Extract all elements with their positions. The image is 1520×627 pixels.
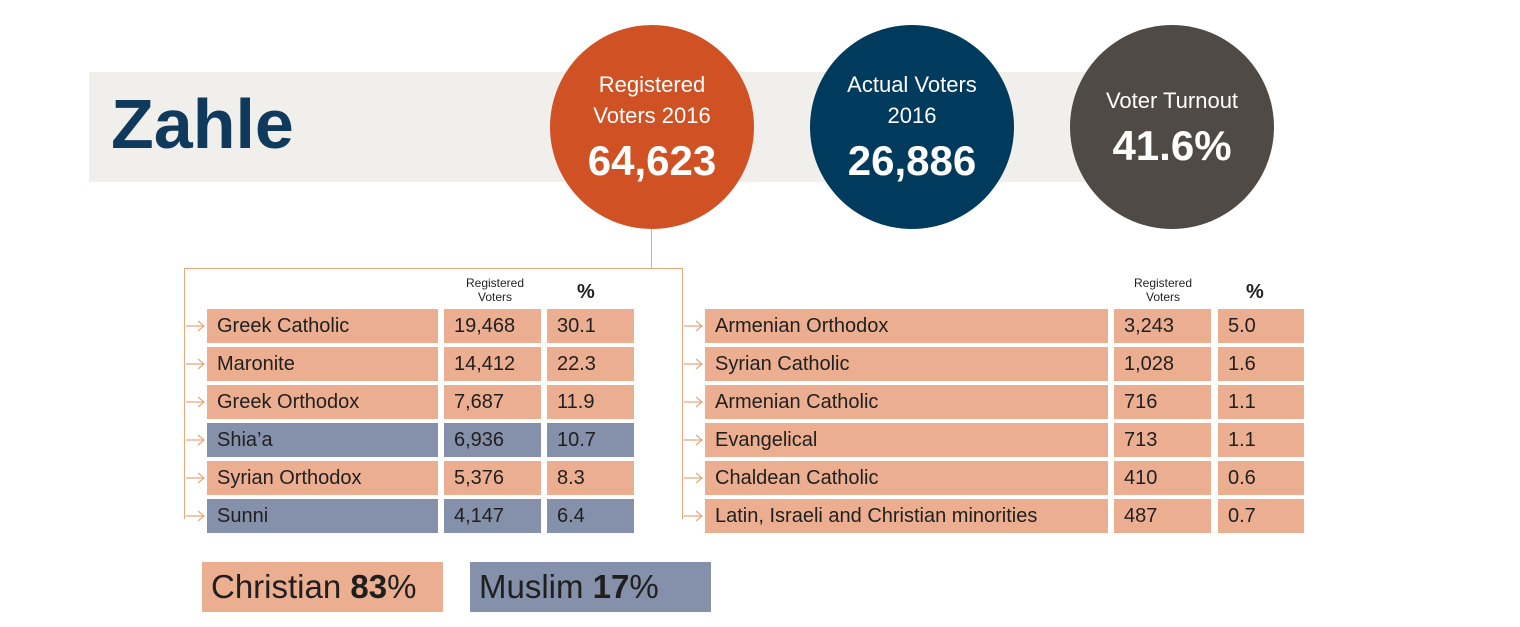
table-row-name-cell: Shia’a <box>207 423 438 457</box>
muslim-summary-label: Muslim <box>479 568 584 605</box>
table-row-name-cell: Maronite <box>207 347 438 381</box>
table-row-percent-cell: 1.6 <box>1218 347 1304 381</box>
connector-left-branch <box>184 268 185 519</box>
registered-voters-circle: Registered Voters 2016 64,623 <box>550 25 754 229</box>
table-row-name-cell: Chaldean Catholic <box>705 461 1108 495</box>
table-row-name-cell: Sunni <box>207 499 438 533</box>
table-row-voters-cell: 4,147 <box>444 499 541 533</box>
row-arrow-icon <box>186 434 205 446</box>
row-arrow-icon <box>684 396 703 408</box>
row-arrow-icon <box>186 396 205 408</box>
row-arrow-icon <box>684 472 703 484</box>
table-row-percent-cell: 1.1 <box>1218 385 1304 419</box>
table-row-voters-cell: 6,936 <box>444 423 541 457</box>
christian-summary: Christian 83% <box>202 562 443 612</box>
muslim-summary: Muslim 17% <box>470 562 711 612</box>
row-arrow-icon <box>684 434 703 446</box>
table-row-percent-cell: 10.7 <box>547 423 634 457</box>
christian-summary-label: Christian <box>211 568 342 605</box>
table-row-name-cell: Greek Orthodox <box>207 385 438 419</box>
table-row-name-cell: Syrian Orthodox <box>207 461 438 495</box>
table-row-voters-cell: 5,376 <box>444 461 541 495</box>
row-arrow-icon <box>186 472 205 484</box>
row-arrow-icon <box>684 358 703 370</box>
left-header-percent: % <box>577 281 595 303</box>
connector-right-branch <box>682 268 683 519</box>
row-arrow-icon <box>684 510 703 522</box>
registered-voters-value: 64,623 <box>587 137 717 184</box>
muslim-summary-unit: % <box>629 568 659 605</box>
table-row-name-cell: Syrian Catholic <box>705 347 1108 381</box>
table-row-percent-cell: 6.4 <box>547 499 634 533</box>
row-arrow-icon <box>684 320 703 332</box>
right-header-registered: Registered Voters <box>1133 276 1193 304</box>
table-row-voters-cell: 410 <box>1114 461 1211 495</box>
table-row-name-cell: Latin, Israeli and Christian minorities <box>705 499 1108 533</box>
page-title: Zahle <box>111 85 294 163</box>
table-row-name-cell: Armenian Orthodox <box>705 309 1108 343</box>
voter-turnout-label: Voter Turnout <box>1105 87 1239 113</box>
table-row-percent-cell: 1.1 <box>1218 423 1304 457</box>
table-row-voters-cell: 716 <box>1114 385 1211 419</box>
table-row-percent-cell: 11.9 <box>547 385 634 419</box>
table-row-name-cell: Evangelical <box>705 423 1108 457</box>
table-row-percent-cell: 30.1 <box>547 309 634 343</box>
table-row-percent-cell: 5.0 <box>1218 309 1304 343</box>
table-row-percent-cell: 0.7 <box>1218 499 1304 533</box>
right-header-percent: % <box>1246 281 1264 303</box>
row-arrow-icon <box>186 320 205 332</box>
table-row-name-cell: Armenian Catholic <box>705 385 1108 419</box>
table-row-voters-cell: 7,687 <box>444 385 541 419</box>
row-arrow-icon <box>186 358 205 370</box>
table-row-voters-cell: 713 <box>1114 423 1211 457</box>
voter-turnout-value: 41.6% <box>1112 121 1232 169</box>
actual-voters-value: 26,886 <box>847 137 977 184</box>
actual-voters-circle: Actual Voters 2016 26,886 <box>810 25 1014 229</box>
registered-voters-label: Registered Voters 2016 <box>593 72 711 128</box>
table-row-voters-cell: 3,243 <box>1114 309 1211 343</box>
christian-summary-unit: % <box>387 568 417 605</box>
row-arrow-icon <box>186 510 205 522</box>
table-row-voters-cell: 1,028 <box>1114 347 1211 381</box>
table-row-voters-cell: 487 <box>1114 499 1211 533</box>
christian-summary-value: 83 <box>350 568 388 605</box>
connector-horizontal-bar <box>184 268 683 269</box>
table-row-percent-cell: 8.3 <box>547 461 634 495</box>
table-row-percent-cell: 0.6 <box>1218 461 1304 495</box>
muslim-summary-value: 17 <box>592 568 630 605</box>
table-row-voters-cell: 19,468 <box>444 309 541 343</box>
actual-voters-label: Actual Voters 2016 <box>847 72 977 128</box>
table-row-name-cell: Greek Catholic <box>207 309 438 343</box>
table-row-percent-cell: 22.3 <box>547 347 634 381</box>
voter-turnout-circle: Voter Turnout 41.6% <box>1070 25 1274 229</box>
table-row-voters-cell: 14,412 <box>444 347 541 381</box>
left-header-registered: Registered Voters <box>465 276 525 304</box>
connector-vertical-stem <box>651 229 652 269</box>
